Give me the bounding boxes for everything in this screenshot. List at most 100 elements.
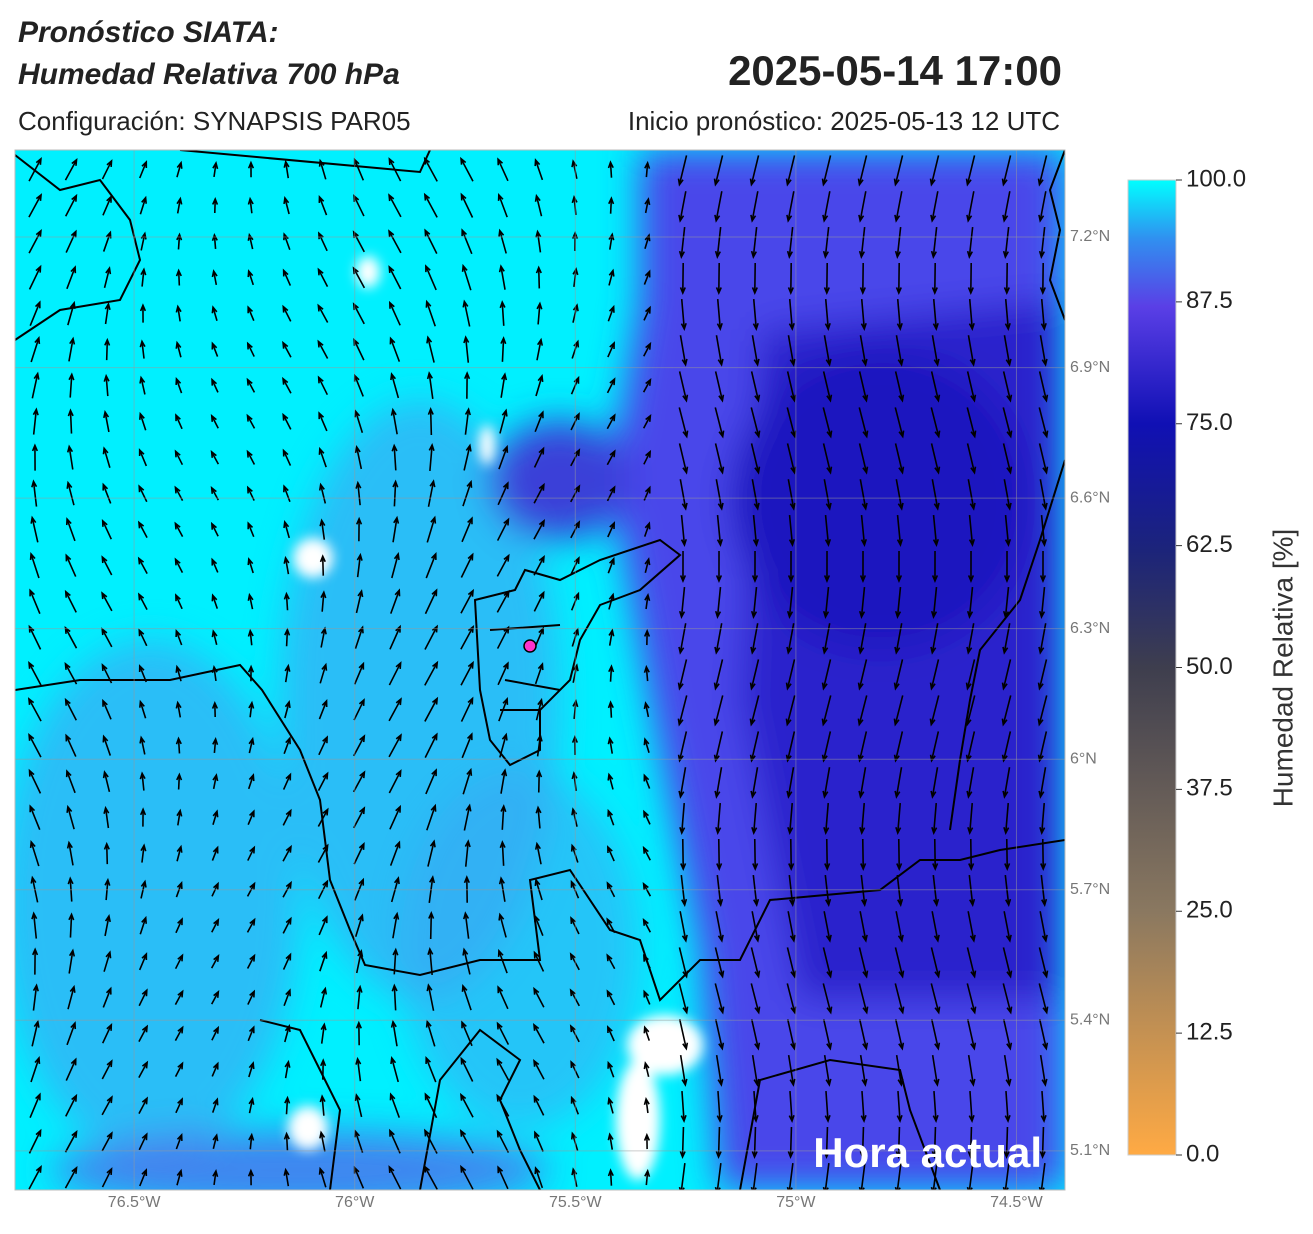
wind-arrow [67, 984, 76, 1010]
wind-arrow [461, 516, 473, 543]
wind-arrow [211, 305, 218, 321]
wind-arrow [678, 586, 686, 619]
wind-arrow [500, 804, 507, 830]
wind-arrow [1039, 550, 1047, 584]
wind-arrow [607, 700, 614, 718]
wind-arrow [282, 808, 292, 826]
wind-arrow [353, 698, 365, 721]
wind-arrow [822, 586, 830, 619]
wind-arrow [678, 371, 689, 403]
wind-arrow [426, 335, 435, 363]
wind-arrow [391, 983, 398, 1011]
wind-arrow [1003, 1126, 1010, 1160]
wind-arrow [752, 298, 759, 331]
wind-arrow [858, 983, 869, 1015]
wind-arrow [1038, 443, 1049, 475]
wind-arrow [460, 552, 474, 578]
wind-arrow [30, 515, 39, 543]
wind-arrow [65, 1093, 78, 1117]
wind-arrow [425, 1056, 437, 1083]
wind-arrow [28, 624, 42, 650]
wind-arrow [139, 1168, 148, 1187]
wind-arrow [212, 161, 219, 178]
wind-arrow [966, 586, 974, 619]
colorbar [1127, 179, 1177, 1156]
wind-arrow [967, 911, 976, 943]
wind-arrow [283, 555, 290, 575]
wind-arrow [785, 155, 796, 187]
wind-arrow [823, 550, 831, 584]
wind-arrow [31, 443, 39, 471]
wind-arrow [282, 916, 292, 934]
lon-tick-label: 76°W [335, 1194, 375, 1211]
wind-arrow [968, 298, 975, 331]
wind-arrow [857, 695, 868, 727]
wind-arrow [497, 985, 509, 1010]
wind-arrow [498, 912, 507, 938]
wind-arrow [859, 1126, 866, 1160]
wind-arrow [425, 552, 437, 579]
wind-arrow [930, 947, 941, 979]
wind-arrow [65, 733, 77, 757]
wind-arrow [678, 191, 687, 223]
wind-arrow [680, 514, 687, 547]
title: Pronóstico SIATA: [18, 16, 279, 49]
wind-arrow [859, 479, 868, 511]
wind-arrow [390, 1019, 398, 1047]
wind-arrow [680, 1090, 687, 1124]
wind-arrow [1040, 1090, 1047, 1124]
wind-arrow [284, 700, 291, 719]
wind-arrow [1002, 371, 1013, 403]
wind-arrow [1002, 1163, 1010, 1190]
wind-arrow [103, 841, 110, 865]
wind-arrow [751, 262, 758, 296]
wind-arrow [606, 989, 616, 1006]
wind-arrow [606, 377, 616, 394]
wind-arrow [533, 1094, 545, 1116]
wind-arrow [138, 628, 148, 647]
wind-arrow [931, 802, 938, 835]
wind-arrow [64, 158, 78, 181]
wind-arrow [714, 371, 725, 403]
wind-arrow [1003, 262, 1010, 296]
wind-arrow [823, 262, 830, 296]
wind-arrow [931, 262, 938, 296]
wind-arrow [824, 838, 831, 872]
wind-arrow [929, 659, 940, 691]
wind-arrow [283, 484, 291, 503]
wind-arrow [500, 372, 508, 398]
wind-arrow [1038, 767, 1047, 799]
wind-arrow [464, 371, 471, 399]
wind-arrow [607, 341, 615, 358]
wind-arrow [390, 372, 400, 399]
wind-arrow [138, 160, 148, 179]
wind-arrow [643, 341, 652, 357]
lon-tick-label: 75.5°W [549, 1194, 603, 1211]
wind-arrow [247, 196, 254, 214]
wind-arrow [1001, 731, 1012, 763]
wind-arrow [968, 838, 975, 872]
lat-tick-label: 5.4°N [1070, 1012, 1110, 1029]
wind-arrow [643, 449, 652, 465]
wind-arrow [356, 552, 363, 578]
wind-arrow [859, 262, 866, 296]
wind-arrow [388, 1165, 402, 1190]
wind-arrow [101, 1131, 113, 1152]
wind-arrow [426, 803, 437, 831]
wind-arrow [786, 227, 794, 259]
wind-arrow [533, 986, 545, 1008]
wind-arrow [284, 1095, 291, 1115]
wind-arrow [785, 659, 796, 691]
wind-arrow [104, 914, 111, 937]
wind-arrow [679, 335, 688, 367]
wind-arrow [211, 377, 219, 393]
wind-arrow [284, 1059, 291, 1079]
wind-arrow [534, 193, 543, 217]
wind-arrow [534, 1130, 544, 1152]
wind-arrow [424, 228, 438, 254]
wind-arrow [643, 1061, 650, 1078]
wind-arrow [496, 1129, 510, 1153]
wind-arrow [139, 735, 146, 755]
wind-arrow [536, 301, 543, 325]
wind-arrow [1003, 335, 1012, 367]
